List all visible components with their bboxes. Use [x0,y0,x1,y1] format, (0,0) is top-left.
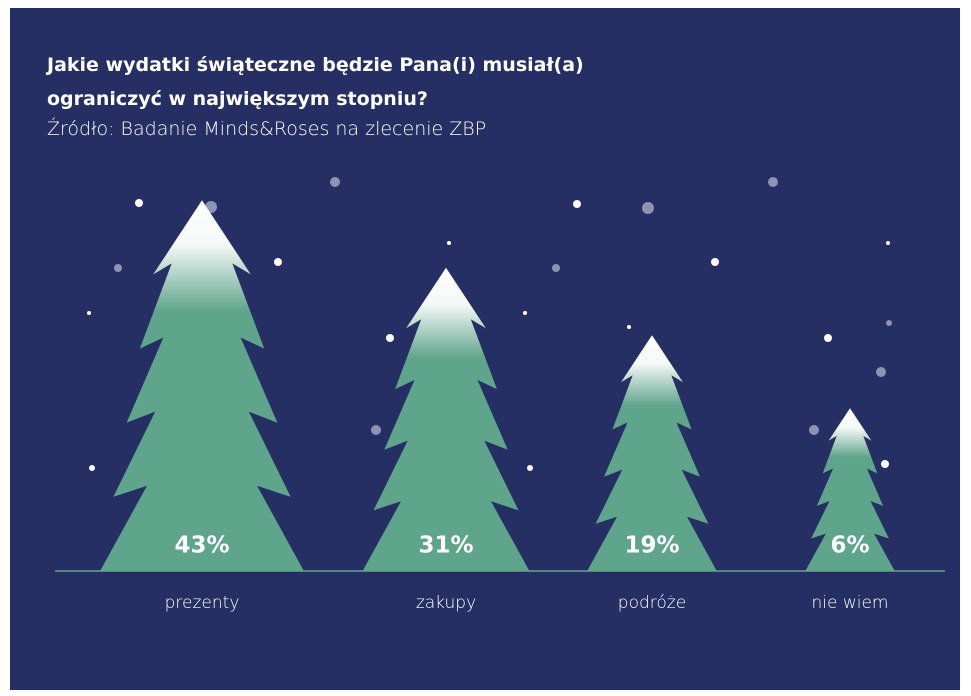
x-tick-label: nie wiem [811,593,888,613]
value-label: 31% [418,533,473,559]
chart-title: Jakie wydatki świąteczne będzie Pana(i) … [47,54,584,110]
tree-bar [100,200,304,572]
tree-bar [362,267,530,571]
value-label: 43% [174,533,229,559]
tree-bar [805,408,895,571]
x-tick-label: zakupy [416,593,476,613]
chart-subtitle: Źródło: Badanie Minds&Roses na zlecenie … [47,118,487,140]
x-tick-label: prezenty [165,593,240,613]
value-label: 19% [624,533,679,559]
tree-bar [587,335,717,571]
x-tick-label: podróże [618,593,686,613]
value-label: 6% [830,533,869,559]
